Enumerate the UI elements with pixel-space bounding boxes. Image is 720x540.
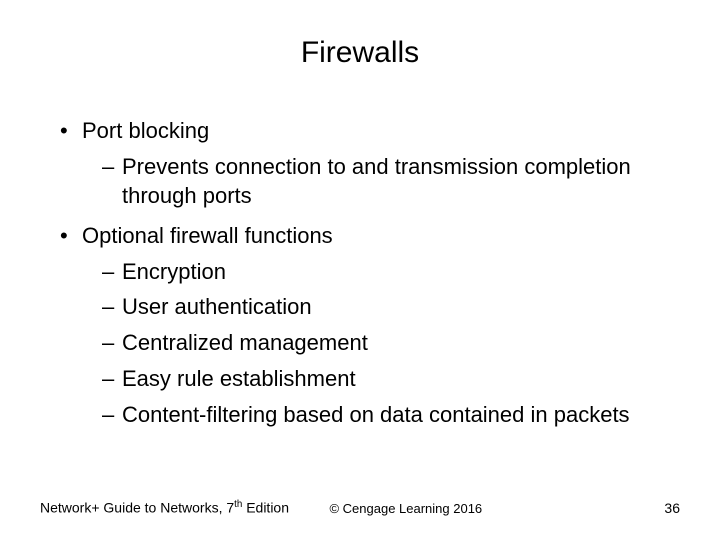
footer-center: © Cengage Learning 2016 bbox=[329, 501, 482, 516]
slide-footer: Network+ Guide to Networks, 7th Edition … bbox=[40, 499, 680, 516]
bullet-level2: Encryption bbox=[102, 257, 680, 287]
bullet-level2: Prevents connection to and transmission … bbox=[102, 152, 680, 211]
slide: Firewalls Port blocking Prevents connect… bbox=[0, 0, 720, 540]
footer-page-number: 36 bbox=[664, 500, 680, 516]
slide-title: Firewalls bbox=[40, 36, 680, 70]
bullet-level2: Easy rule establishment bbox=[102, 364, 680, 394]
footer-left-suffix: Edition bbox=[242, 500, 289, 516]
bullet-level2: Centralized management bbox=[102, 328, 680, 358]
bullet-level2: User authentication bbox=[102, 292, 680, 322]
bullet-level1: Port blocking bbox=[60, 116, 680, 146]
footer-left-prefix: Network+ Guide to Networks, 7 bbox=[40, 500, 234, 516]
bullet-level2: Content-filtering based on data containe… bbox=[102, 400, 680, 430]
bullet-level1: Optional firewall functions bbox=[60, 221, 680, 251]
footer-left: Network+ Guide to Networks, 7th Edition bbox=[40, 499, 289, 516]
slide-content: Port blocking Prevents connection to and… bbox=[40, 116, 680, 429]
